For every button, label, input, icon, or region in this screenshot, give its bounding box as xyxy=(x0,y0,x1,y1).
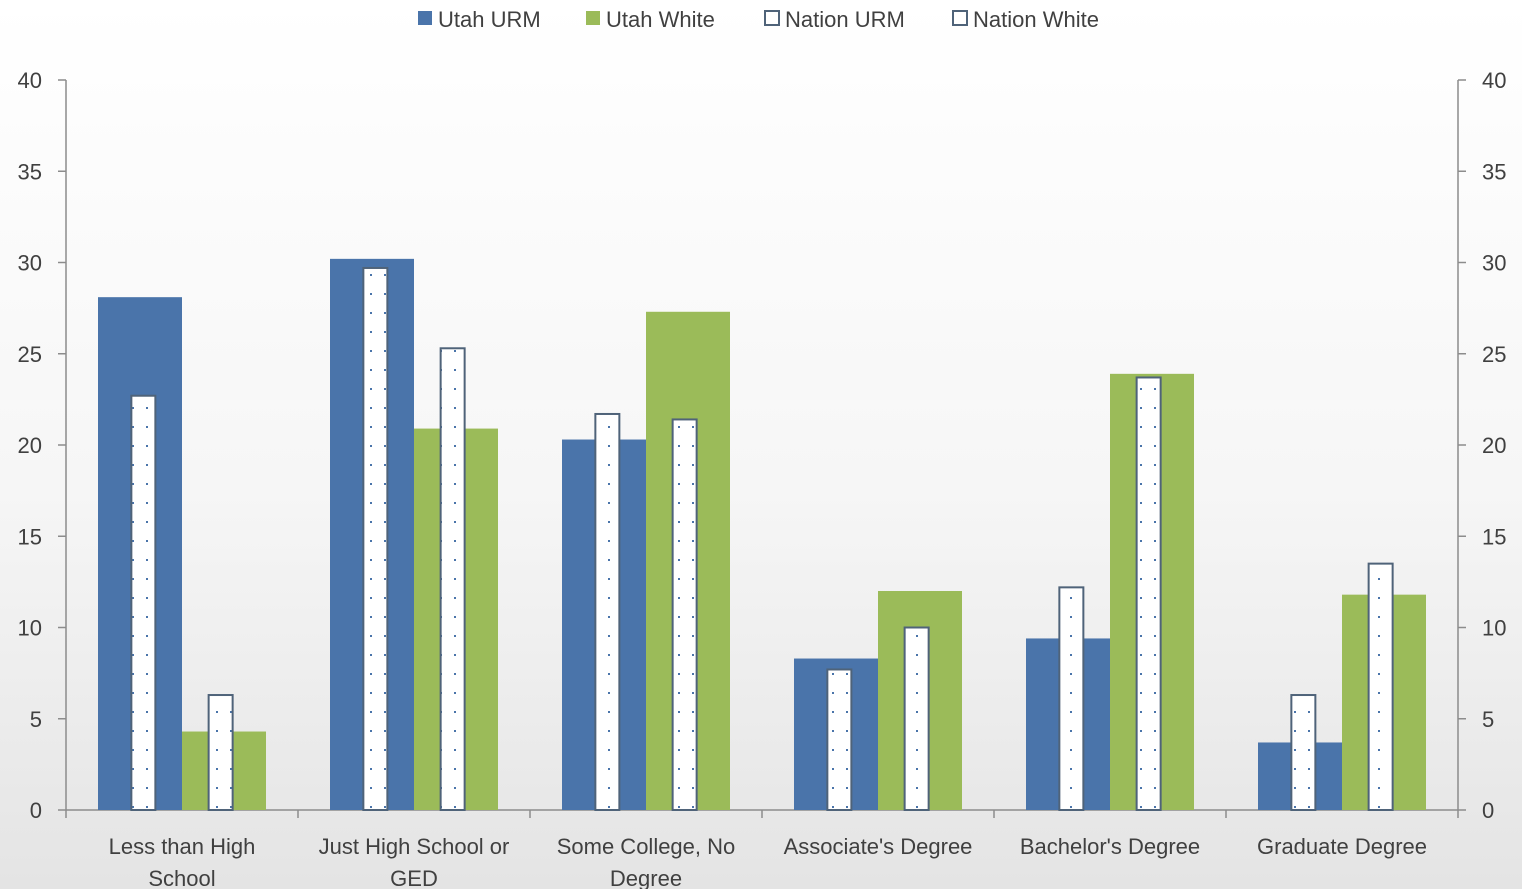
y-tick-label-left: 35 xyxy=(18,159,42,184)
category-label-just-high-school-or: Just High School or xyxy=(319,834,510,859)
y-tick-label-right: 35 xyxy=(1482,159,1506,184)
y-tick-label-left: 0 xyxy=(30,798,42,823)
category-label-bachelor-s-degree: Bachelor's Degree xyxy=(1020,834,1200,859)
category-label-less-than-high: School xyxy=(148,866,215,889)
bar-nation-white-just-high-school-or xyxy=(439,347,466,811)
legend-label-utah-urm: Utah URM xyxy=(438,7,541,32)
y-tick-label-left: 15 xyxy=(18,524,42,549)
y-tick-label-right: 30 xyxy=(1482,251,1506,276)
y-tick-label-right: 0 xyxy=(1482,798,1494,823)
bar-nation-white-graduate-degree xyxy=(1367,562,1394,811)
y-tick-label-left: 30 xyxy=(18,251,42,276)
bar-nation-urm-bachelor-s-degree xyxy=(1058,586,1085,811)
y-tick-label-right: 15 xyxy=(1482,524,1506,549)
bar-nation-white-bachelor-s-degree xyxy=(1135,376,1162,811)
y-tick-label-left: 10 xyxy=(18,616,42,641)
y-tick-label-right: 10 xyxy=(1482,616,1506,641)
legend-label-nation-white: Nation White xyxy=(973,7,1099,32)
category-label-graduate-degree: Graduate Degree xyxy=(1257,834,1427,859)
category-label-just-high-school-or: GED xyxy=(390,866,438,889)
bar-nation-urm-graduate-degree xyxy=(1290,694,1317,812)
bar-nation-white-some-college-no xyxy=(671,418,698,811)
legend-label-utah-white: Utah White xyxy=(606,7,715,32)
y-tick-label-left: 40 xyxy=(18,68,42,93)
category-label-some-college-no: Some College, No xyxy=(557,834,736,859)
legend-swatch-utah-white xyxy=(586,11,600,25)
y-tick-label-right: 5 xyxy=(1482,707,1494,732)
legend-swatch-nation-white xyxy=(952,10,968,26)
category-label-less-than-high: Less than High xyxy=(109,834,256,859)
y-tick-label-left: 20 xyxy=(18,433,42,458)
legend-label-nation-urm: Nation URM xyxy=(785,7,905,32)
y-tick-label-left: 25 xyxy=(18,342,42,367)
y-tick-label-right: 40 xyxy=(1482,68,1506,93)
y-tick-label-right: 25 xyxy=(1482,342,1506,367)
legend: Utah URM Utah White Nation URM Nation White xyxy=(418,7,1099,32)
bars xyxy=(98,258,1426,812)
axes: 0 0 5 5 10 10 15 15 20 20 25 25 30 30 35 35 40 40 Less tha… xyxy=(18,68,1507,889)
y-tick-label-right: 20 xyxy=(1482,433,1506,458)
bar-nation-urm-less-than-high xyxy=(130,394,157,811)
legend-swatch-nation-urm xyxy=(764,10,780,26)
category-label-some-college-no: Degree xyxy=(610,866,682,889)
bar-nation-white-less-than-high xyxy=(207,694,234,812)
bar-nation-urm-associate-s-degree xyxy=(826,668,853,811)
bar-nation-white-associate-s-degree xyxy=(903,626,930,811)
y-tick-label-left: 5 xyxy=(30,707,42,732)
legend-swatch-utah-urm xyxy=(418,11,432,25)
bar-nation-urm-some-college-no xyxy=(594,412,621,811)
category-label-associate-s-degree: Associate's Degree xyxy=(784,834,973,859)
bar-nation-urm-just-high-school-or xyxy=(362,266,389,812)
